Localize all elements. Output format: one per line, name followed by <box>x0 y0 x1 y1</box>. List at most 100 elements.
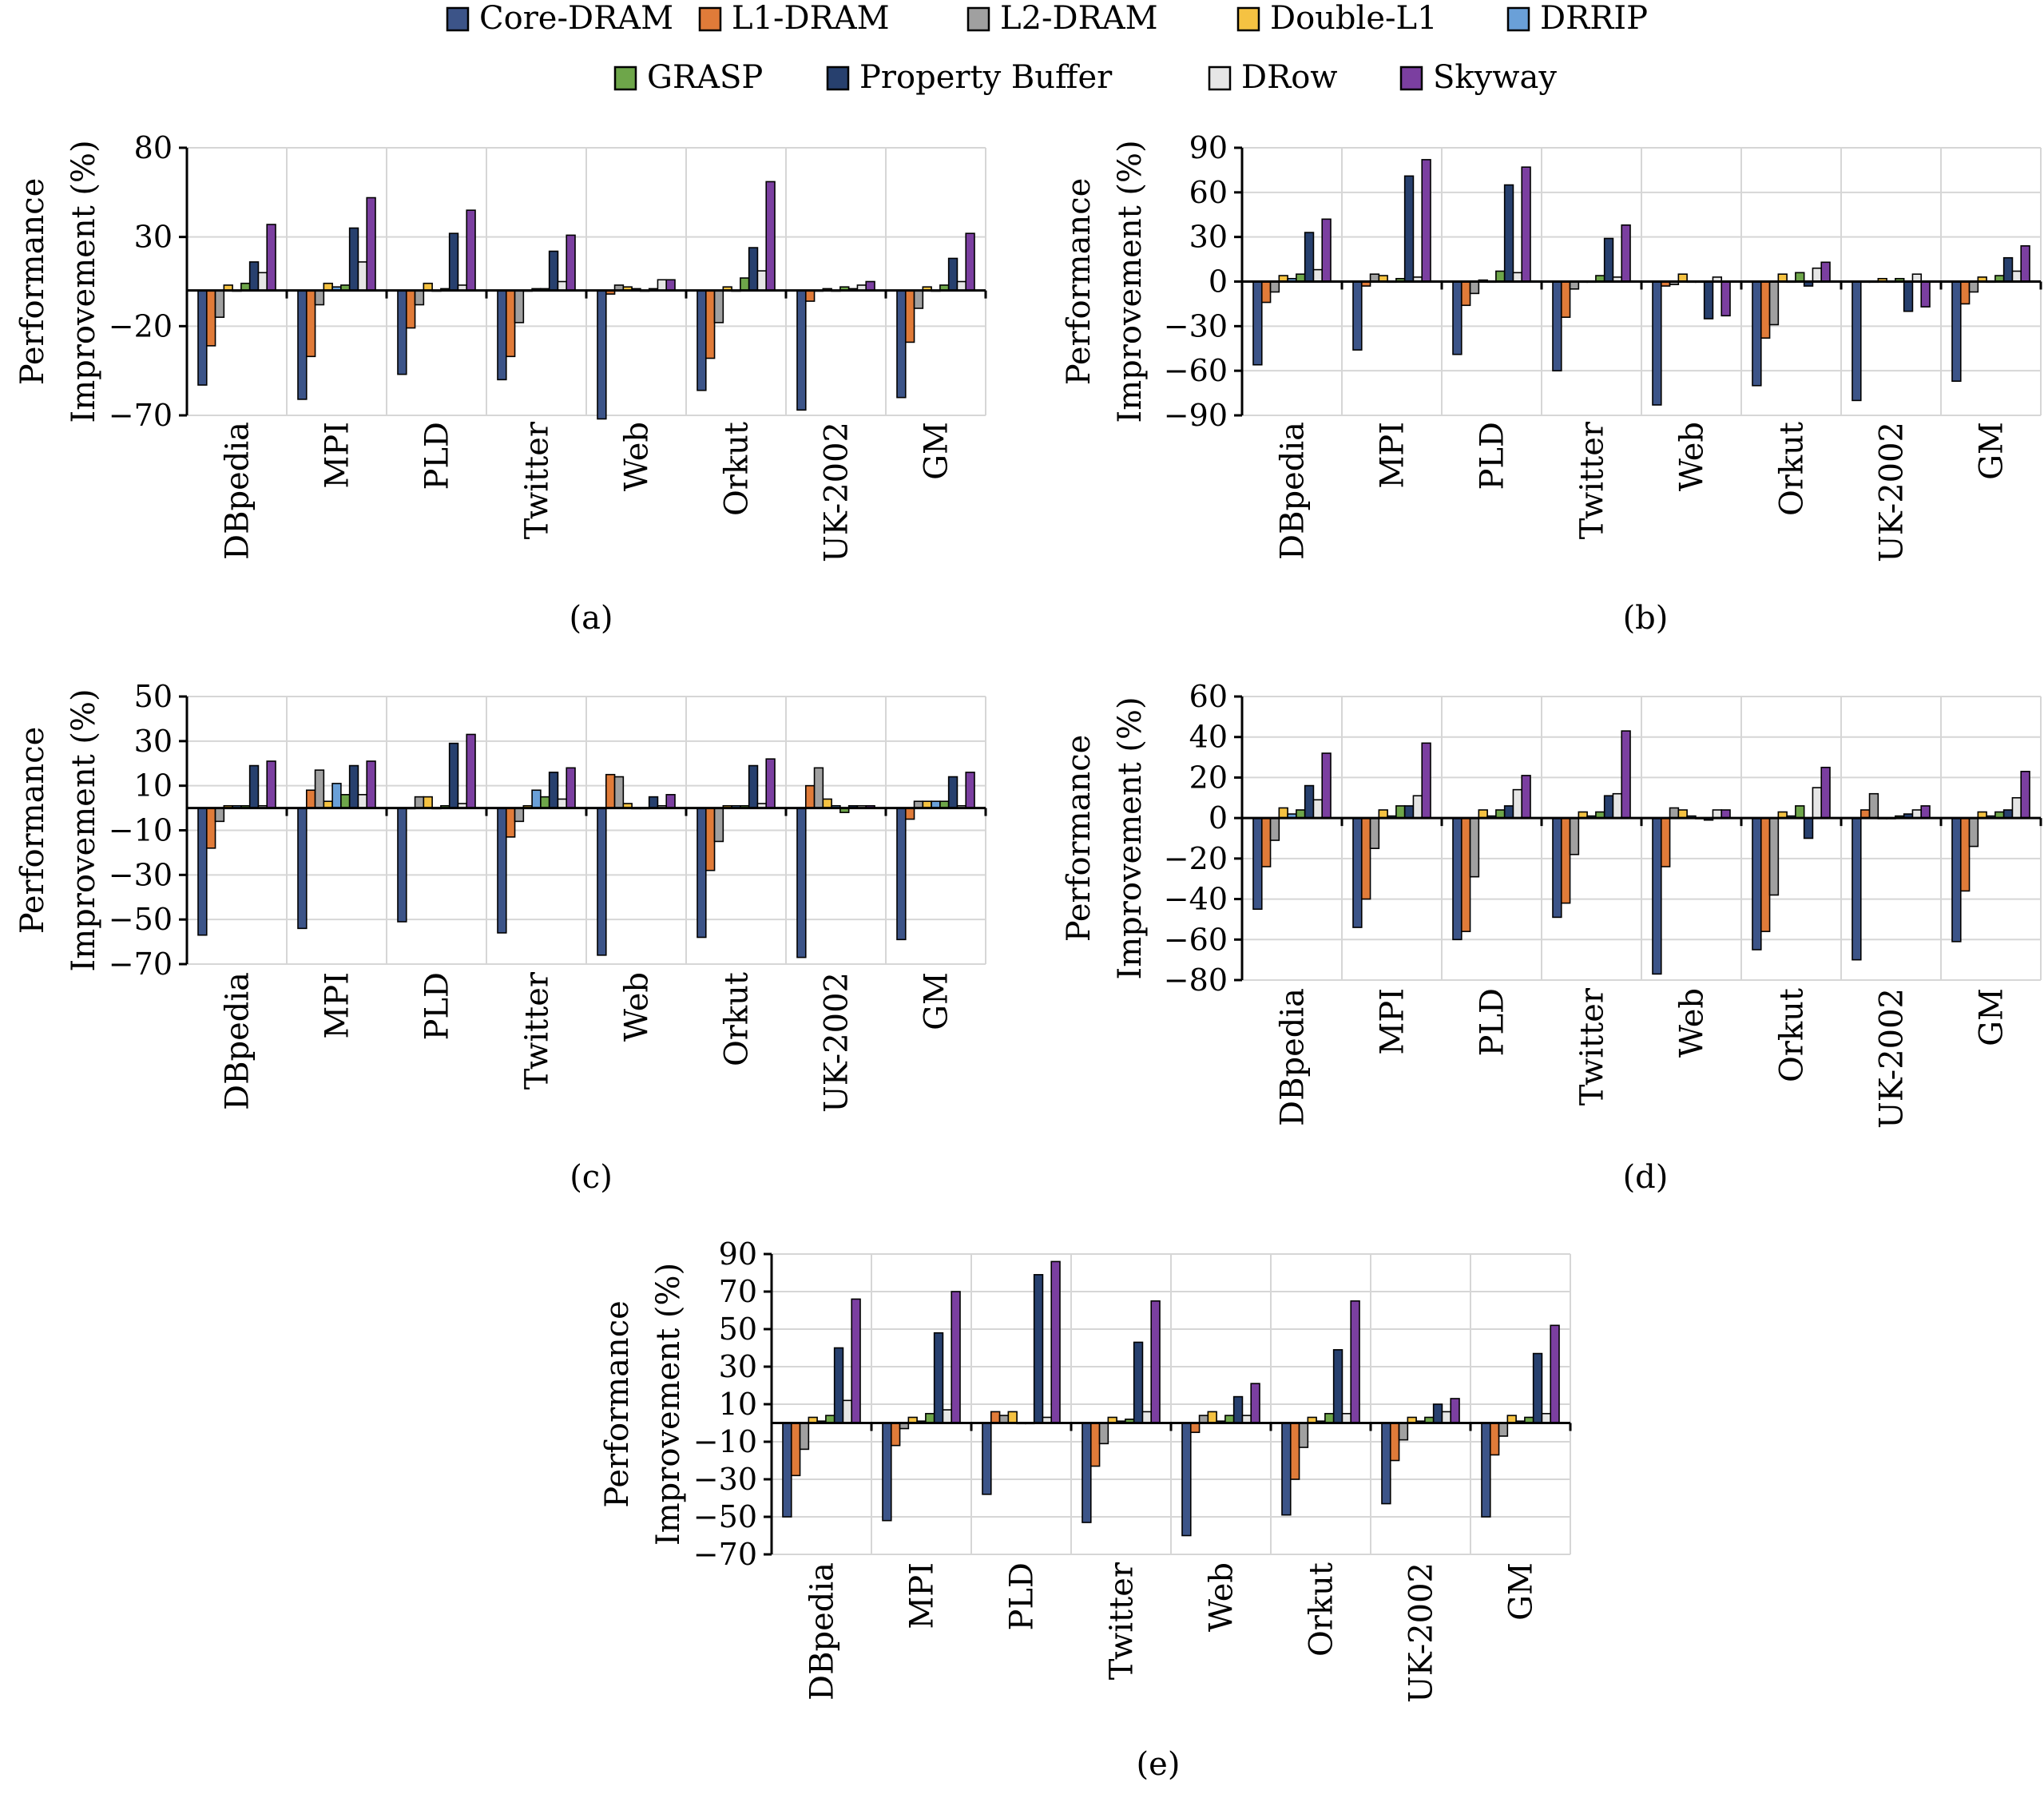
chart-panels: 80 30 −20 −70 DBpedia MPI PLD Twitter Web Orkut UK… <box>14 130 2042 1783</box>
bar-l1-dram-twitter <box>1560 817 1571 904</box>
bar-double-l1-web <box>1207 1411 1217 1424</box>
y-tick-label: 30 <box>719 1349 757 1384</box>
bar-l2-dram-gm <box>1498 1422 1509 1437</box>
bar-grasp-orkut <box>740 277 750 292</box>
legend-item-l1-dram: L1-DRAM <box>698 0 890 37</box>
bar-core-dram-twitter <box>1552 280 1562 371</box>
bar-skyway-web <box>1721 809 1731 819</box>
y-tick-label: 60 <box>1189 679 1228 714</box>
bar-l1-dram-dbpedia <box>205 807 216 849</box>
y-axis-label: Improvement (%) <box>1112 697 1149 979</box>
y-axis-label: Performance <box>1061 735 1097 943</box>
bar-l1-dram-dbpedia <box>205 289 216 347</box>
bar-l2-dram-pld <box>1469 817 1480 878</box>
bar-grasp-orkut <box>1795 805 1805 819</box>
bar-drow-uk-2002 <box>1441 1411 1452 1424</box>
bar-skyway-mpi <box>1421 159 1431 283</box>
bar-drow-gm <box>2011 270 2022 283</box>
bar-property-buffer-gm <box>947 257 958 292</box>
bar-skyway-uk-2002 <box>865 280 875 292</box>
legend-item-core-dram: Core-DRAM <box>446 0 673 37</box>
bar-l2-dram-twitter <box>1098 1422 1109 1445</box>
bar-core-dram-web <box>1652 280 1662 406</box>
bar-property-buffer-web <box>648 796 659 809</box>
legend-swatch-drrip <box>1506 6 1530 32</box>
y-axis-label: Improvement (%) <box>65 140 102 423</box>
bar-l1-dram-pld <box>990 1411 1001 1424</box>
legend-item-grasp: GRASP <box>613 59 763 96</box>
bar-property-buffer-orkut <box>1332 1349 1343 1424</box>
bar-skyway-uk-2002 <box>1450 1398 1460 1424</box>
category-label-twitter: Twitter <box>1574 987 1611 1105</box>
category-label-orkut: Orkut <box>1304 1562 1340 1657</box>
bar-grasp-pld <box>1495 809 1506 819</box>
bar-drrip-twitter <box>531 789 542 809</box>
bar-property-buffer-mpi <box>1403 175 1415 283</box>
bar-l2-dram-dbpedia <box>799 1422 810 1451</box>
category-label-pld: PLD <box>419 422 456 490</box>
bar-l2-dram-uk-2002 <box>813 767 824 809</box>
bar-l2-dram-orkut <box>1298 1422 1309 1448</box>
bar-skyway-dbpedia <box>266 760 276 809</box>
bar-l1-dram-pld <box>1460 817 1471 932</box>
legend: Core-DRAM L1-DRAM L2-DRAM Double-L1 DRRIP GRA… <box>446 0 1648 96</box>
category-label-twitter: Twitter <box>1574 421 1611 539</box>
category-label-web: Web <box>619 422 656 491</box>
bar-core-dram-web <box>597 807 607 956</box>
bar-core-dram-pld <box>1452 817 1463 941</box>
bar-core-dram-web <box>1181 1422 1192 1537</box>
bar-l1-dram-pld <box>1460 280 1471 307</box>
bar-core-dram-dbpedia <box>197 807 208 936</box>
bar-drow-gm <box>2011 796 2022 819</box>
bar-skyway-web <box>665 794 676 809</box>
chart-panel-3: 50 30 10 −10 −30 −50 −70 DBpedia MPI PLD Twitter We… <box>14 679 987 1196</box>
bar-core-dram-dbpedia <box>197 289 208 386</box>
y-axis-label: Improvement (%) <box>65 689 102 971</box>
bar-l1-dram-gm <box>1959 817 1971 892</box>
y-tick-label: 80 <box>134 130 173 165</box>
bar-l1-dram-orkut <box>704 289 716 359</box>
y-tick-label: 50 <box>134 679 173 714</box>
y-tick-label: 10 <box>134 768 173 804</box>
bar-core-dram-gm <box>896 289 907 399</box>
bar-l2-dram-mpi <box>314 769 325 809</box>
bar-l2-dram-uk-2002 <box>1398 1422 1409 1441</box>
category-label-twitter: Twitter <box>519 421 556 539</box>
panel-caption: (a) <box>569 600 613 637</box>
bar-core-dram-twitter <box>497 807 507 934</box>
bar-core-dram-dbpedia <box>1252 817 1263 911</box>
bar-core-dram-web <box>1652 817 1662 975</box>
y-tick-label: −50 <box>693 1499 757 1534</box>
bar-double-l1-pld <box>423 796 433 809</box>
bar-core-dram-mpi <box>882 1422 892 1522</box>
bar-l1-dram-mpi <box>305 289 316 358</box>
bar-double-l1-pld <box>1007 1411 1018 1424</box>
bar-core-dram-uk-2002 <box>1381 1422 1391 1505</box>
bar-l2-dram-twitter <box>514 807 525 823</box>
legend-swatch-l2-dram <box>966 6 990 32</box>
category-label-pld: PLD <box>1474 422 1511 490</box>
bar-skyway-pld <box>1050 1260 1061 1424</box>
bar-drow-twitter <box>1141 1411 1153 1424</box>
bar-l2-dram-pld <box>414 796 425 809</box>
bar-skyway-twitter <box>1621 224 1631 283</box>
category-label-uk-2002: UK-2002 <box>1874 422 1911 562</box>
legend-label-drow: DRow <box>1241 59 1338 96</box>
bar-skyway-pld <box>466 209 476 292</box>
bar-property-buffer-twitter <box>548 772 559 809</box>
bar-core-dram-pld <box>397 289 407 375</box>
bar-grasp-dbpedia <box>1296 809 1306 819</box>
y-axis-label: Performance <box>1061 178 1097 386</box>
y-tick-label: 30 <box>134 724 173 759</box>
bar-drow-mpi <box>357 794 368 809</box>
bar-l1-dram-gm <box>904 289 915 343</box>
category-label-pld: PLD <box>419 972 456 1041</box>
y-tick-label: 30 <box>134 220 173 255</box>
y-axis-label: Performance <box>14 178 51 386</box>
bar-l1-dram-dbpedia <box>1260 280 1272 304</box>
bar-drow-dbpedia <box>1312 799 1324 819</box>
bar-drow-dbpedia <box>842 1399 853 1424</box>
bar-core-dram-pld <box>982 1422 992 1495</box>
